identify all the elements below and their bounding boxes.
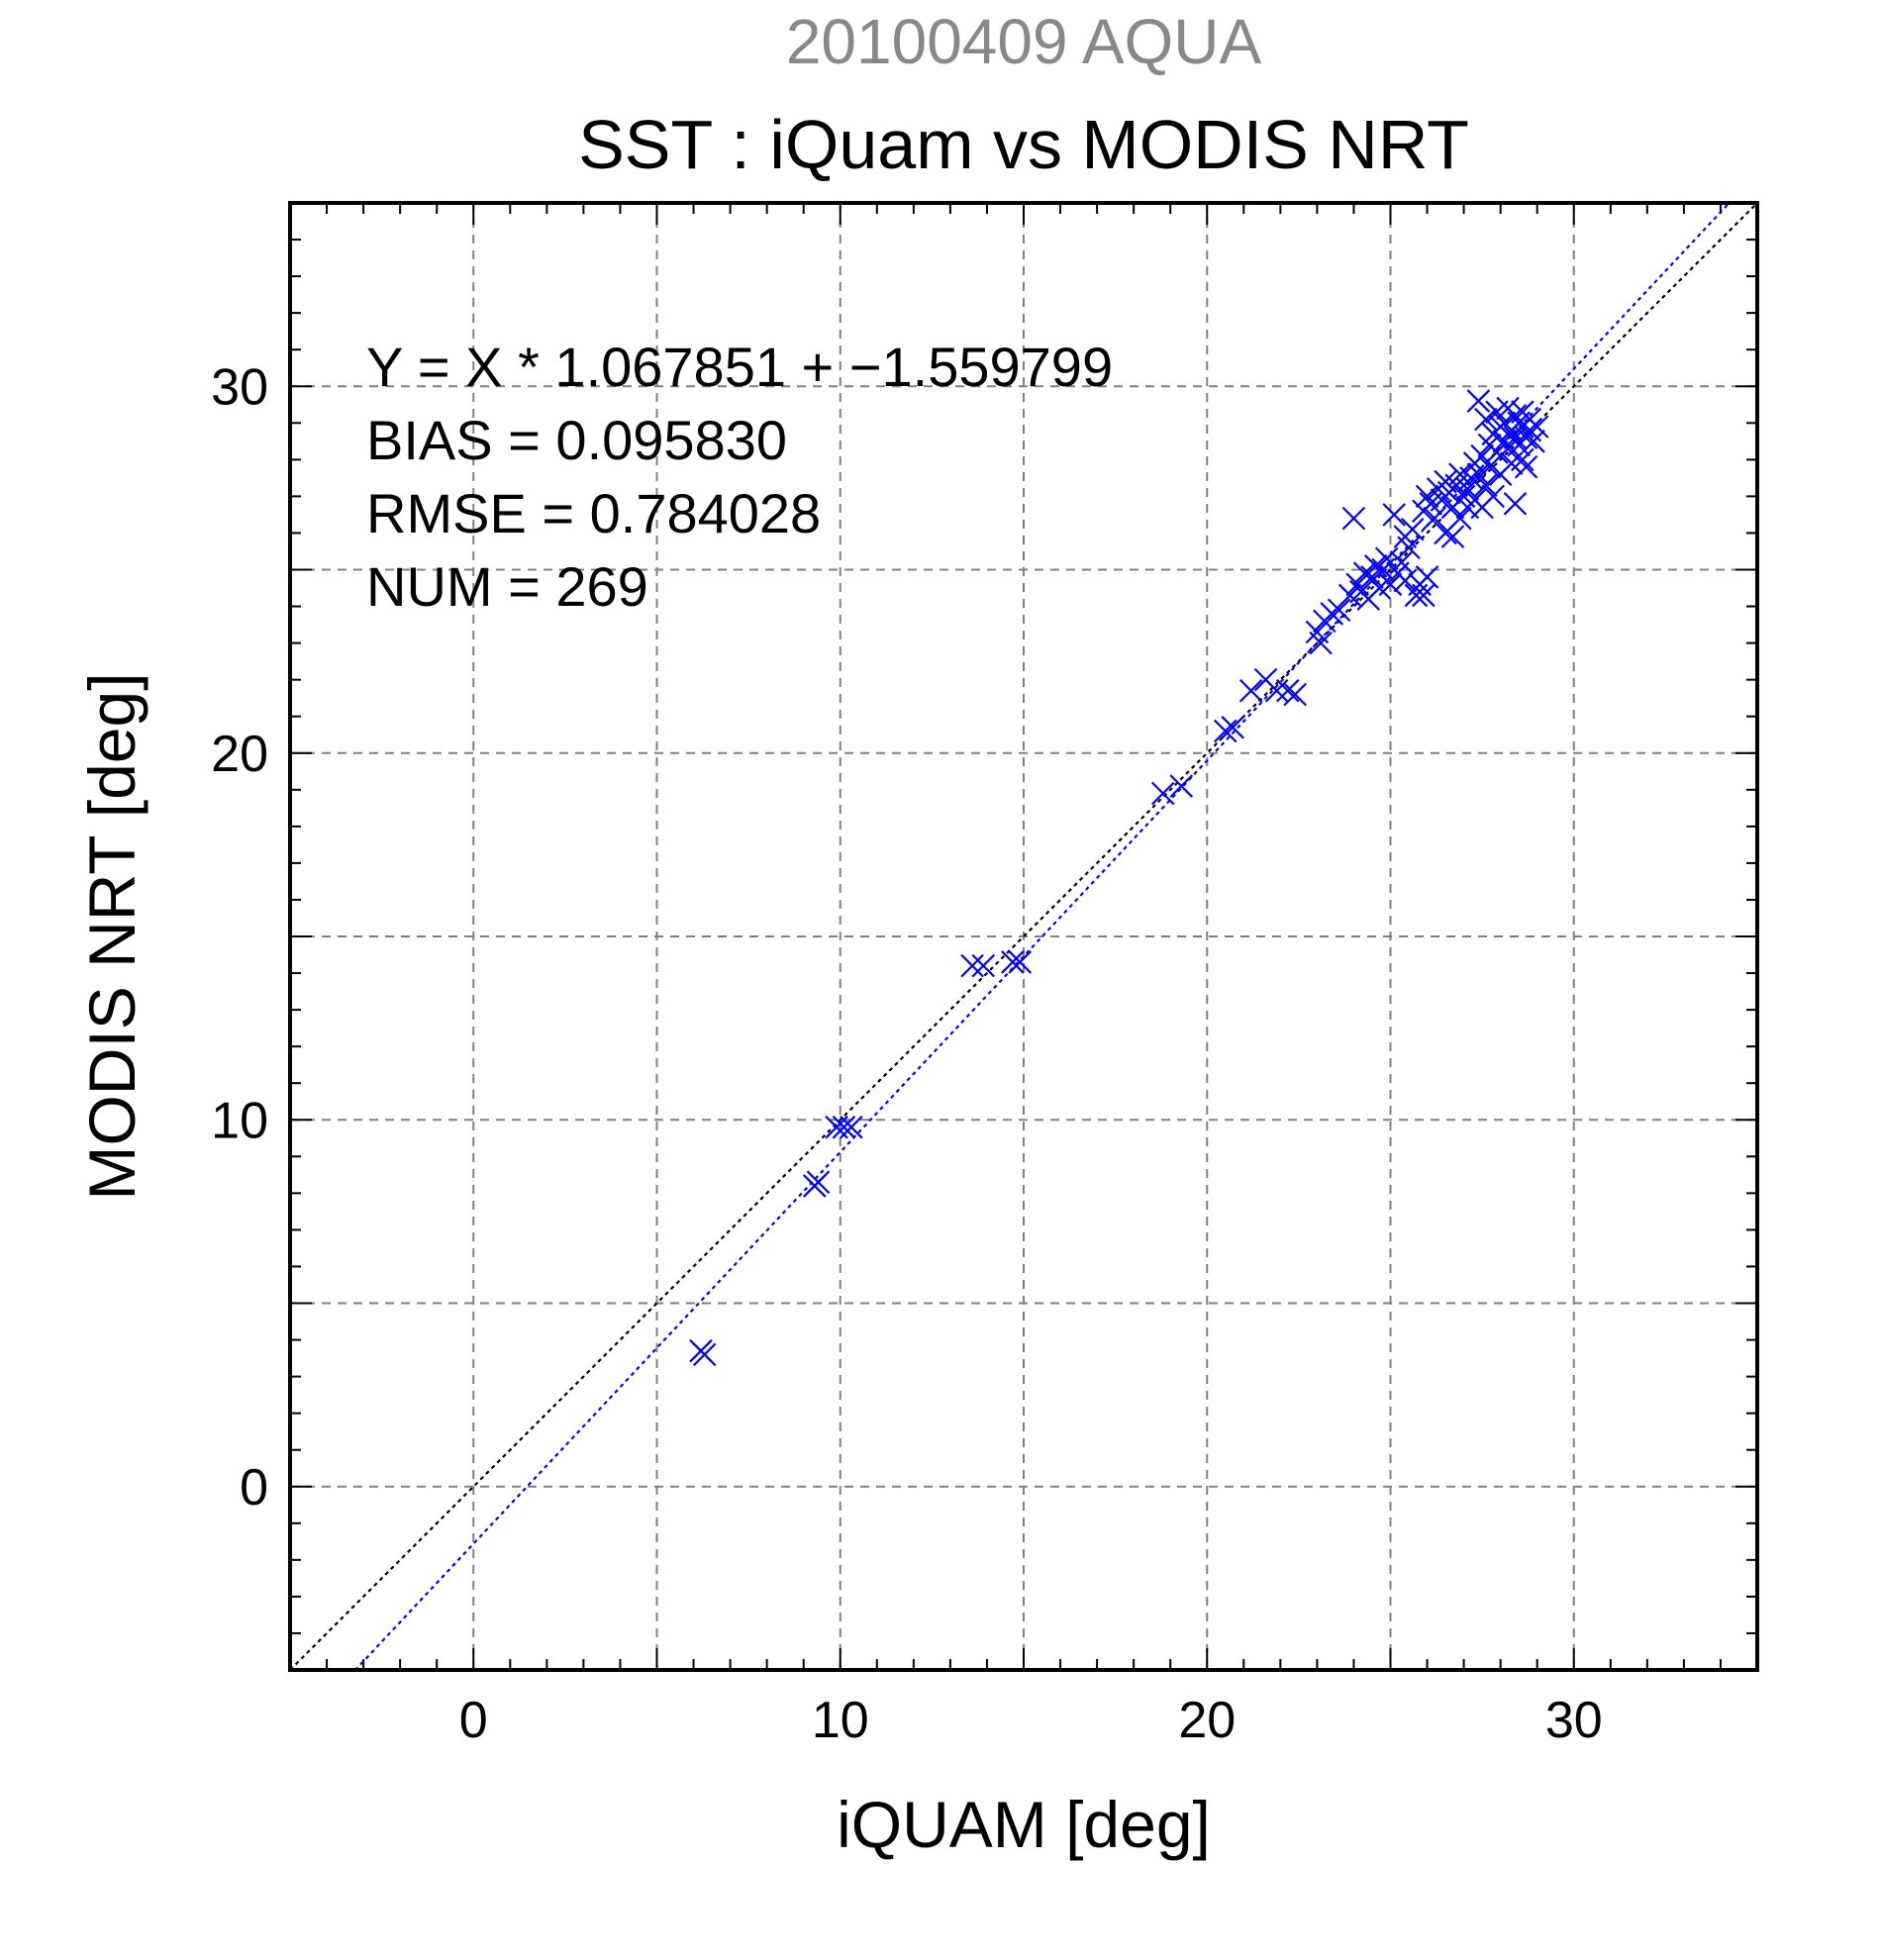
data-points [689, 389, 1549, 1367]
data-point-marker [1283, 682, 1307, 707]
reference-lines [290, 203, 1757, 1670]
rmse-stat: RMSE = 0.784028 [366, 482, 821, 544]
data-point-marker [692, 1342, 717, 1367]
y-tick-label: 0 [240, 1459, 268, 1517]
data-point-marker [1378, 572, 1403, 597]
x-tick-label: 30 [1545, 1692, 1603, 1749]
data-point-marker [1382, 503, 1406, 527]
fit-line [353, 203, 1732, 1670]
data-point-marker [1375, 546, 1399, 571]
x-tick-label: 20 [1178, 1692, 1236, 1749]
data-point-marker [1221, 716, 1244, 739]
data-point-marker [1415, 484, 1439, 509]
data-point-marker [971, 953, 996, 978]
data-point-marker [1455, 477, 1480, 501]
data-point-marker [1477, 454, 1502, 479]
data-point-marker [1400, 517, 1425, 541]
x-tick-label: 10 [812, 1692, 869, 1749]
data-point-marker [1415, 565, 1439, 589]
data-point-marker [1275, 678, 1300, 703]
grid-lines [290, 203, 1757, 1670]
y-axis-label: MODIS NRT [deg] [75, 672, 148, 1200]
y-tick-label: 10 [211, 1092, 268, 1149]
data-point-marker [1169, 774, 1194, 798]
data-point-marker [1327, 598, 1351, 623]
data-point-marker [806, 1170, 831, 1195]
identity-line [290, 203, 1757, 1670]
y-tick-label: 30 [211, 358, 268, 416]
x-axis-label: iQUAM [deg] [837, 1788, 1211, 1861]
data-point-marker [1514, 454, 1538, 479]
data-point-marker [1412, 583, 1436, 608]
data-point-marker [832, 1115, 856, 1139]
num-stat: NUM = 269 [366, 555, 648, 618]
regression-equation: Y = X * 1.067851 + −1.559799 [366, 336, 1113, 398]
bias-stat: BIAS = 0.095830 [366, 409, 787, 471]
data-point-marker [1363, 554, 1388, 578]
data-point-marker [1345, 572, 1369, 597]
data-point-marker [1393, 568, 1418, 593]
data-point-marker [1466, 462, 1491, 486]
plot-frame [288, 201, 1759, 1672]
tick-labels: 0 10 20 30 0 10 20 30 [211, 358, 1603, 1749]
data-point-marker [1389, 550, 1414, 574]
data-point-marker [1238, 678, 1263, 703]
data-point-marker [1474, 407, 1498, 432]
data-point-marker [1525, 415, 1549, 439]
data-point-marker [1511, 447, 1534, 472]
y-tick-label: 20 [211, 726, 268, 783]
data-point-marker [1503, 426, 1528, 449]
data-point-marker [1397, 536, 1421, 560]
x-tick-label: 0 [459, 1692, 488, 1749]
data-point-marker [1466, 389, 1491, 413]
chart-subtitle: 20100409 AQUA [786, 6, 1262, 77]
chart-title: SST : iQuam vs MODIS NRT [578, 106, 1469, 183]
data-point-marker [1320, 602, 1343, 626]
data-point-marker [1474, 473, 1498, 498]
data-point-marker [1503, 492, 1528, 516]
data-point-marker [1001, 950, 1025, 974]
data-point-marker [1309, 631, 1333, 655]
data-point-marker [1214, 719, 1238, 743]
data-point-marker [1440, 525, 1465, 548]
data-point-marker [960, 953, 984, 978]
data-point-marker [1151, 781, 1175, 806]
data-point-marker [840, 1115, 863, 1139]
data-point-marker [1522, 430, 1545, 453]
data-point-marker [1341, 506, 1366, 531]
data-point-marker [1264, 678, 1289, 703]
data-point-marker [1423, 506, 1446, 531]
data-point-marker [1448, 506, 1472, 531]
data-point-marker [1481, 484, 1506, 509]
data-point-marker [1008, 950, 1033, 974]
data-point-marker [1470, 443, 1494, 468]
